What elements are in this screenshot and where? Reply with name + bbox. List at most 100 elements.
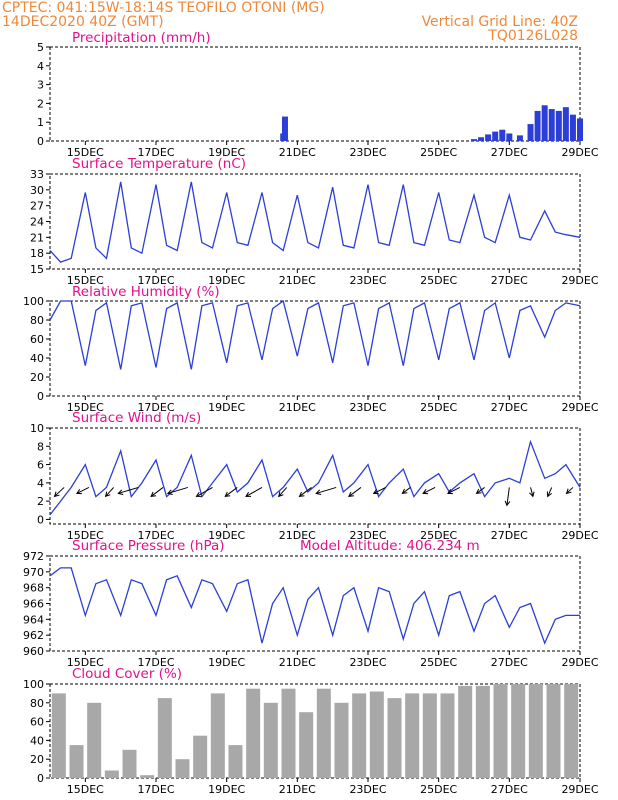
cloud-cover-y-tick-label: 80 — [30, 697, 44, 710]
wind-x-tick-label: 21DEC — [279, 529, 316, 542]
wind-arrow-head — [401, 488, 408, 495]
wind-arrow-head — [348, 491, 354, 498]
precipitation-x-tick-label: 17DEC — [137, 146, 174, 159]
header-date: 14DEC2020 40Z (GMT) — [2, 14, 164, 30]
wind-title: Surface Wind (m/s) — [72, 410, 201, 426]
cloud-cover-bar — [458, 685, 473, 778]
temperature-x-tick-label: 17DEC — [137, 274, 174, 287]
precipitation-bar — [499, 129, 506, 141]
pressure-x-tick-label: 23DEC — [349, 656, 386, 669]
cloud-cover-x-tick-label: 15DEC — [67, 783, 104, 796]
cloud-cover-bar — [299, 712, 314, 778]
cloud-cover-y-tick-label: 100 — [23, 678, 44, 691]
wind-arrow — [118, 486, 139, 494]
precipitation-bar — [485, 134, 492, 141]
temperature-y-tick-label: 15 — [30, 263, 44, 276]
pressure-x-tick-label: 19DEC — [208, 656, 245, 669]
precipitation-x-tick-label: 19DEC — [208, 146, 245, 159]
precipitation-frame — [49, 46, 581, 142]
humidity-x-tick-label: 25DEC — [420, 401, 457, 414]
cloud-cover-bar — [193, 735, 208, 778]
precipitation-x-tick-label: 25DEC — [420, 146, 457, 159]
cloud-cover-x-tick-label: 21DEC — [279, 783, 316, 796]
temperature-x-tick-label: 27DEC — [491, 274, 528, 287]
header-grid-note: Vertical Grid Line: 40Z — [422, 14, 578, 30]
cloud-cover-bar — [210, 693, 225, 778]
wind-y-tick-label: 8 — [37, 440, 44, 453]
cloud-cover-x-tick-label: 19DEC — [208, 783, 245, 796]
wind-arrow-head — [166, 489, 173, 495]
humidity-x-tick-label: 27DEC — [491, 401, 528, 414]
humidity-x-tick-label: 15DEC — [67, 401, 104, 414]
precipitation-x-tick-label: 23DEC — [349, 146, 386, 159]
header-code: TQ0126L028 — [487, 28, 578, 44]
wind-arrow — [245, 486, 263, 497]
humidity-series-line — [49, 299, 581, 370]
precipitation-bar — [506, 133, 513, 141]
wind-y-tick-label: 6 — [37, 459, 44, 472]
precipitation-x-tick-label: 27DEC — [491, 146, 528, 159]
humidity-x-tick-label: 23DEC — [349, 401, 386, 414]
precipitation-bar — [548, 109, 555, 141]
humidity-y-tick-label: 40 — [30, 352, 44, 365]
precipitation-bar — [527, 124, 534, 141]
wind-x-tick-label: 19DEC — [208, 529, 245, 542]
wind-arrow-head — [75, 489, 82, 495]
wind-frame — [49, 427, 581, 525]
cloud-cover-bar — [405, 693, 420, 778]
temperature-y-tick-label: 33 — [30, 168, 44, 181]
pressure-x-tick-label: 25DEC — [420, 656, 457, 669]
cloud-cover-bar — [511, 684, 526, 778]
temperature-y-tick-label: 24 — [30, 216, 44, 229]
cloud-cover-bar — [87, 702, 102, 778]
cloud-cover-title: Cloud Cover (%) — [72, 666, 182, 682]
cloud-cover-bar — [69, 745, 84, 778]
cloud-cover-x-tick-label: 17DEC — [137, 783, 174, 796]
cloud-cover-bar — [104, 770, 119, 778]
cloud-cover-bar — [281, 688, 296, 778]
pressure-y-tick-label: 964 — [23, 613, 44, 626]
wind-y-tick-label: 0 — [37, 513, 44, 526]
precipitation-bar — [471, 139, 477, 141]
cloud-cover-bar — [440, 693, 455, 778]
wind-arrow — [224, 487, 238, 497]
temperature-y-tick-label: 18 — [30, 247, 44, 260]
precipitation-y-tick-label: 2 — [37, 97, 44, 110]
temperature-y-tick-label: 21 — [30, 231, 44, 244]
wind-arrow — [196, 486, 213, 497]
cloud-cover-bar — [493, 684, 508, 778]
wind-arrow-head — [475, 488, 482, 495]
cloud-cover-bar — [122, 749, 137, 778]
cloud-cover-bar — [175, 759, 190, 778]
cloud-cover-y-tick-label: 60 — [30, 716, 44, 729]
pressure-y-tick-label: 972 — [23, 550, 44, 563]
cloud-cover-panel: 0 20 40 60 80 100 15DEC 17DEC 19DEC 21DEC 23DEC 25D… — [23, 678, 599, 796]
wind-panel: 0 2 4 6 8 10 15DEC 17DEC 19DEC 21DEC 23DEC 25DEC 27D… — [30, 422, 599, 542]
humidity-x-tick-label: 29DEC — [561, 401, 598, 414]
wind-arrow-head — [546, 491, 553, 498]
cloud-cover-y-tick-label: 0 — [37, 772, 44, 785]
wind-arrow-head — [422, 489, 429, 495]
precipitation-x-tick-label: 21DEC — [279, 146, 316, 159]
cloud-cover-y-tick-label: 40 — [30, 734, 44, 747]
pressure-title: Surface Pressure (hPa) — [72, 538, 225, 554]
header-station: CPTEC: 041:15W-18:14S TEOFILO OTONI (MG) — [2, 0, 325, 16]
temperature-x-tick-label: 19DEC — [208, 274, 245, 287]
humidity-panel: 0 20 40 60 80 100 15DEC 17DEC 19DEC 21DEC 23DEC 25D… — [23, 295, 599, 414]
wind-arrow-head — [104, 491, 111, 498]
wind-arrow — [476, 487, 485, 494]
cloud-cover-bar — [369, 691, 384, 778]
pressure-y-tick-label: 966 — [23, 598, 44, 611]
cloud-cover-bar — [546, 684, 561, 778]
cloud-cover-bar — [422, 693, 437, 778]
wind-y-tick-label: 4 — [37, 477, 44, 490]
precipitation-title: Precipitation (mm/h) — [72, 30, 211, 46]
precipitation-bar — [541, 105, 548, 141]
wind-arrow — [299, 487, 312, 497]
humidity-y-tick-label: 80 — [30, 314, 44, 327]
cloud-cover-x-tick-label: 23DEC — [349, 783, 386, 796]
cloud-cover-bar — [246, 688, 261, 778]
cloud-cover-bar — [157, 698, 172, 778]
precipitation-x-tick-label: 15DEC — [67, 146, 104, 159]
